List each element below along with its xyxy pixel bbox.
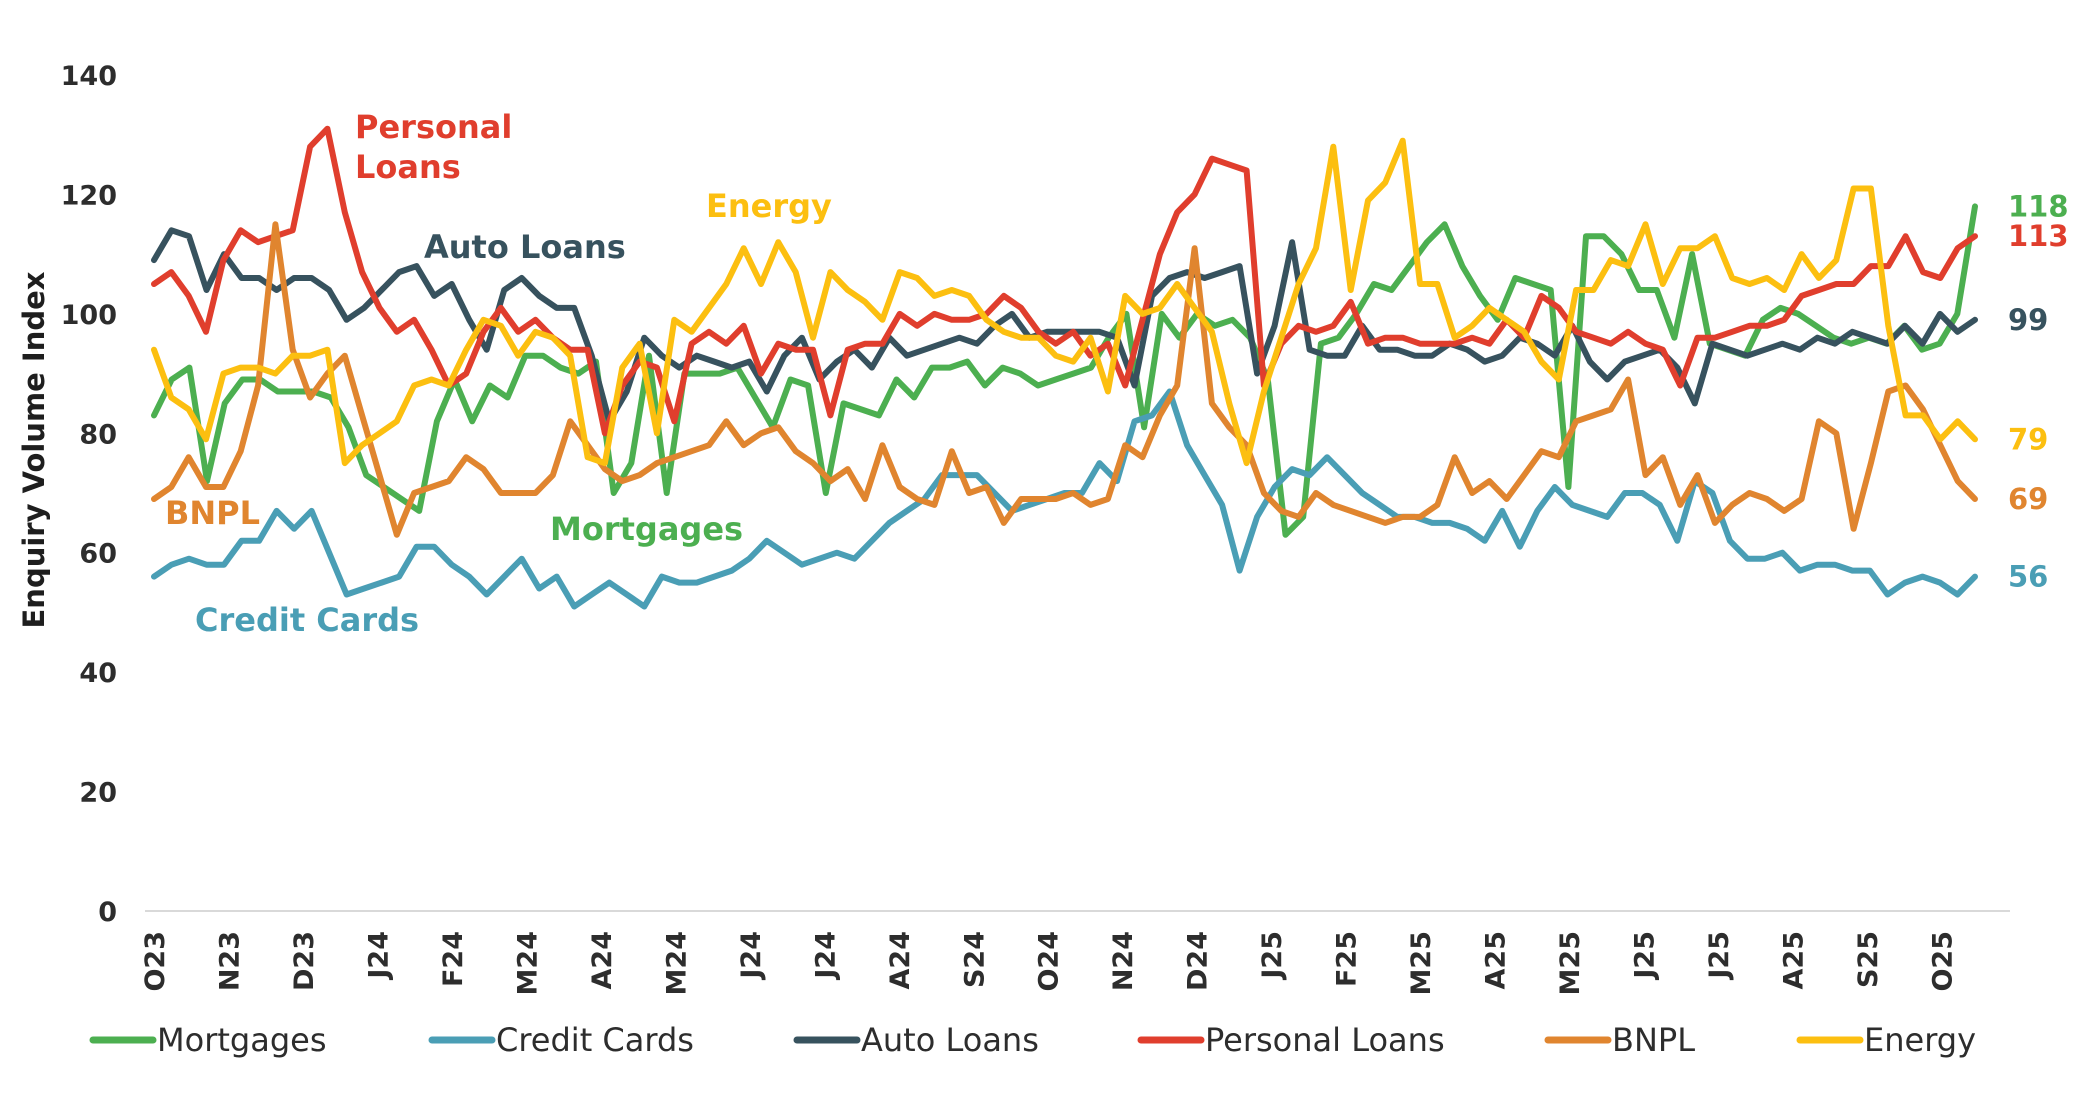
x-tick-label: M24 <box>661 931 692 995</box>
x-tick-label: O23 <box>140 931 171 992</box>
x-tick-label: A24 <box>587 931 618 989</box>
y-tick-label: 140 <box>61 61 117 92</box>
x-tick-label: O24 <box>1034 931 1065 992</box>
annotation-mortgages: Mortgages <box>550 510 743 548</box>
x-tick-label: M25 <box>1555 931 1586 995</box>
legend-label: Personal Loans <box>1205 1021 1445 1059</box>
x-tick-label: S24 <box>959 931 990 988</box>
x-tick-label: M25 <box>1406 931 1437 995</box>
end-value-label: 113 <box>2008 219 2069 253</box>
x-tick-label: D24 <box>1183 931 1214 991</box>
legend-label: BNPL <box>1612 1021 1695 1059</box>
x-tick-label: F24 <box>438 931 469 987</box>
x-axis-ticks: O23 N23 D23 J24 F24 M24 A24 M24 J24 J24 A24 S24 O24 N… <box>140 931 1958 995</box>
end-value-label: 118 <box>2008 189 2069 223</box>
x-tick-label: J24 <box>736 931 767 981</box>
x-tick-label: F25 <box>1332 931 1363 987</box>
end-value-label: 79 <box>2008 422 2048 456</box>
x-tick-label: J24 <box>810 931 841 981</box>
y-tick-label: 100 <box>61 300 117 331</box>
y-tick-label: 60 <box>79 539 117 570</box>
end-value-label: 69 <box>2008 482 2048 516</box>
legend-label: Mortgages <box>157 1021 326 1059</box>
series-line-bnpl <box>151 221 1978 538</box>
series-line-personal-loans <box>151 125 1978 437</box>
x-tick-label: J25 <box>1630 931 1661 981</box>
x-tick-label: A24 <box>885 931 916 989</box>
y-axis-ticks: 0 20 40 60 80 100 120 140 <box>61 61 117 928</box>
y-axis-title: Enquiry Volume Index <box>17 271 51 628</box>
series-annotations: Mortgages Credit Cards Auto Loans Personal L… <box>165 108 832 639</box>
x-tick-label: S25 <box>1853 931 1884 988</box>
annotation-bnpl: BNPL <box>165 494 260 532</box>
y-tick-label: 80 <box>79 419 117 450</box>
series-line-mortgages <box>151 203 1978 538</box>
y-tick-label: 0 <box>98 897 117 928</box>
x-tick-label: A25 <box>1779 931 1810 989</box>
annotation-credit-cards: Credit Cards <box>195 601 419 639</box>
legend-label: Credit Cards <box>496 1021 694 1059</box>
series-layer <box>151 125 1978 610</box>
annotation-personal-loans: Personal Loans <box>355 108 512 186</box>
x-tick-label: J24 <box>363 931 394 981</box>
x-tick-label: O25 <box>1927 931 1958 992</box>
x-tick-label: D23 <box>289 931 320 991</box>
end-value-label: 99 <box>2008 303 2048 337</box>
x-tick-label: J25 <box>1257 931 1288 981</box>
x-tick-label: N24 <box>1108 931 1139 991</box>
x-tick-label: N23 <box>214 931 245 991</box>
legend: Mortgages Credit Cards Auto Loans Personal … <box>89 1021 1976 1059</box>
series-line-energy <box>151 137 1978 467</box>
annotation-energy: Energy <box>706 187 832 225</box>
x-tick-label: M24 <box>512 931 543 995</box>
end-value-label: 56 <box>2008 560 2048 594</box>
legend-label: Energy <box>1864 1021 1976 1059</box>
legend-label: Auto Loans <box>861 1021 1039 1059</box>
y-tick-label: 120 <box>61 180 117 211</box>
y-tick-label: 20 <box>79 778 117 809</box>
annotation-auto-loans: Auto Loans <box>424 228 626 266</box>
x-tick-label: J25 <box>1704 931 1735 981</box>
y-tick-label: 40 <box>79 658 117 689</box>
x-tick-label: A25 <box>1481 931 1512 989</box>
